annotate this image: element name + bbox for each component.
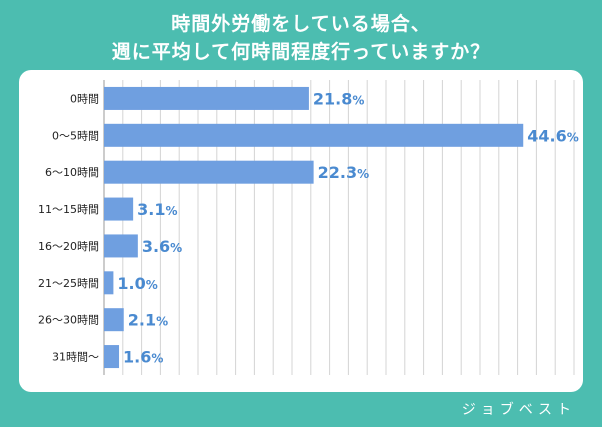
data-label: 21.8% bbox=[313, 89, 365, 108]
category-label: 16〜20時間 bbox=[38, 240, 99, 253]
bar bbox=[104, 234, 138, 258]
category-label: 6〜10時間 bbox=[45, 166, 99, 179]
bar bbox=[104, 123, 524, 147]
bar bbox=[104, 271, 114, 295]
data-label: 44.6% bbox=[527, 126, 579, 145]
bar-chart: 0時間 21.8% 0〜5時間 44.6% 6〜10時間 22.3% 11〜15時間 3.1%… bbox=[38, 80, 579, 375]
category-label: 31時間〜 bbox=[52, 351, 99, 364]
data-label: 3.6% bbox=[142, 237, 182, 256]
bar bbox=[104, 308, 124, 332]
bar bbox=[104, 345, 120, 369]
bar bbox=[104, 197, 134, 221]
data-label: 1.6% bbox=[123, 348, 163, 367]
chart-title: 時間外労働をしている場合、 週に平均して何時間程度行っていますか？ bbox=[0, 10, 602, 66]
category-label: 11〜15時間 bbox=[38, 203, 99, 216]
category-label: 21〜25時間 bbox=[38, 277, 99, 290]
data-label: 22.3% bbox=[318, 163, 370, 182]
bar bbox=[104, 160, 314, 184]
title-line-2: 週に平均して何時間程度行っていますか？ bbox=[111, 41, 491, 63]
bar bbox=[104, 86, 309, 110]
category-label: 0時間 bbox=[70, 92, 99, 105]
data-label: 2.1% bbox=[128, 311, 168, 330]
title-line-1: 時間外労働をしている場合、 bbox=[171, 13, 431, 35]
data-label: 1.0% bbox=[117, 274, 157, 293]
category-label: 26〜30時間 bbox=[38, 314, 99, 327]
category-label: 0〜5時間 bbox=[52, 129, 99, 142]
brand-logo: ジョブベスト bbox=[461, 402, 576, 418]
chart-card: 0時間 21.8% 0〜5時間 44.6% 6〜10時間 22.3% 11〜15時間 3.1%… bbox=[19, 70, 583, 392]
data-label: 3.1% bbox=[137, 200, 177, 219]
